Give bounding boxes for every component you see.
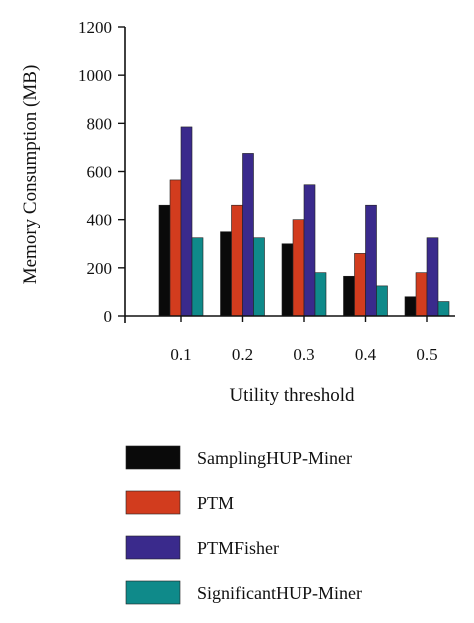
bar: [231, 204, 243, 317]
x-tick-label: 0.4: [355, 345, 377, 364]
x-tick-label: 0.1: [170, 345, 191, 364]
y-tick-label: 400: [87, 211, 113, 230]
y-tick-label: 600: [87, 163, 113, 182]
bars: [158, 126, 450, 317]
legend-label: SamplingHUP-Miner: [197, 448, 352, 468]
bar: [437, 301, 450, 317]
x-tick-label: 0.3: [293, 345, 314, 364]
x-axis-ticks: 0.1 0.2 0.3 0.4 0.5: [170, 316, 438, 364]
legend-swatch: [125, 580, 181, 605]
bar: [376, 285, 388, 317]
y-axis-title: Memory Consumption (MB): [20, 65, 41, 285]
bar: [158, 204, 171, 317]
y-tick-label: 1000: [78, 66, 112, 85]
bar: [169, 179, 182, 317]
legend-swatch: [125, 535, 181, 560]
bar: [343, 275, 355, 317]
y-tick-label: 1200: [78, 18, 112, 37]
bar: [180, 126, 193, 317]
bar: [253, 237, 265, 317]
bar: [354, 253, 366, 317]
legend-label: PTMFisher: [197, 538, 279, 558]
y-tick-label: 800: [87, 114, 113, 133]
bar: [191, 237, 204, 317]
x-tick-label: 0.2: [232, 345, 253, 364]
y-tick-label: 200: [87, 259, 113, 278]
legend-label: SignificantHUP-Miner: [197, 583, 362, 603]
bar: [314, 272, 327, 317]
bar: [281, 243, 294, 317]
bar: [242, 153, 254, 317]
bar: [292, 219, 305, 317]
bar: [220, 231, 232, 317]
legend: SamplingHUP-Miner PTM PTMFisher Significant…: [125, 445, 362, 605]
y-axis-ticks: 0 200 400 600 800 1000 1200: [78, 18, 125, 326]
bar: [426, 237, 439, 317]
bar: [404, 296, 417, 317]
legend-swatch: [125, 445, 181, 470]
bar: [303, 184, 316, 317]
bar: [415, 272, 428, 317]
legend-label: PTM: [197, 493, 234, 513]
legend-swatch: [125, 490, 181, 515]
x-axis-title: Utility threshold: [229, 385, 355, 406]
bar: [365, 204, 377, 317]
y-tick-label: 0: [104, 307, 113, 326]
x-tick-label: 0.5: [416, 345, 437, 364]
